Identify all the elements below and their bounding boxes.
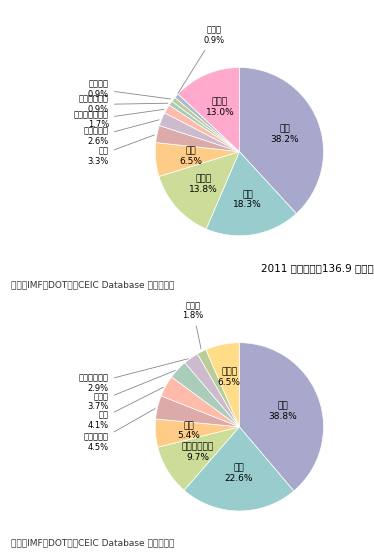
Wedge shape [161, 377, 239, 427]
Text: 韓国
5.4%: 韓国 5.4% [178, 421, 200, 440]
Text: 資料：IMF「DOT」、CEIC Database から作成。: 資料：IMF「DOT」、CEIC Database から作成。 [11, 539, 175, 548]
Wedge shape [158, 427, 239, 490]
Wedge shape [172, 363, 239, 427]
Wedge shape [175, 94, 239, 152]
Text: インド
13.8%: インド 13.8% [189, 175, 217, 194]
Wedge shape [206, 342, 239, 427]
Text: ドイツ
0.9%: ドイツ 0.9% [178, 26, 225, 93]
Text: 日本
6.5%: 日本 6.5% [179, 147, 202, 166]
Text: 韓国
3.3%: 韓国 3.3% [88, 135, 154, 166]
Text: 日本
4.1%: 日本 4.1% [88, 388, 163, 430]
Wedge shape [169, 101, 239, 152]
Text: 2011 年輸入額：136.9 億ドル: 2011 年輸入額：136.9 億ドル [261, 263, 374, 273]
Wedge shape [165, 105, 239, 152]
Wedge shape [239, 342, 324, 491]
Wedge shape [172, 97, 239, 152]
Wedge shape [155, 142, 239, 176]
Text: 中国
38.8%: 中国 38.8% [269, 401, 297, 420]
Text: タイ
38.2%: タイ 38.2% [270, 124, 299, 143]
Wedge shape [184, 427, 294, 511]
Text: タイ
22.6%: タイ 22.6% [225, 463, 253, 483]
Wedge shape [159, 113, 239, 152]
Text: ベトナム
0.9%: ベトナム 0.9% [88, 80, 171, 99]
Text: 資料：IMF「DOT」、CEIC Database から作成。: 資料：IMF「DOT」、CEIC Database から作成。 [11, 281, 175, 290]
Text: ロシア
1.8%: ロシア 1.8% [183, 301, 204, 349]
Wedge shape [206, 152, 296, 236]
Wedge shape [185, 354, 239, 427]
Wedge shape [239, 67, 324, 214]
Text: マレーシア
4.5%: マレーシア 4.5% [84, 409, 155, 451]
Text: インド
3.7%: インド 3.7% [88, 370, 175, 411]
Text: インドネシア
2.9%: インドネシア 2.9% [79, 359, 188, 393]
Wedge shape [156, 126, 239, 152]
Wedge shape [178, 67, 239, 152]
Text: その他
13.0%: その他 13.0% [206, 97, 234, 117]
Wedge shape [197, 350, 239, 427]
Text: 中国
18.3%: 中国 18.3% [233, 190, 262, 210]
Text: シンガポール
9.7%: シンガポール 9.7% [182, 443, 214, 462]
Text: マレーシア
2.6%: マレーシア 2.6% [84, 120, 159, 146]
Text: シンガポール
0.9%: シンガポール 0.9% [79, 95, 168, 114]
Text: バングラデシュ
1.7%: バングラデシュ 1.7% [74, 110, 164, 130]
Wedge shape [155, 419, 239, 447]
Wedge shape [156, 396, 239, 427]
Text: その他
6.5%: その他 6.5% [218, 368, 240, 387]
Wedge shape [159, 152, 239, 229]
